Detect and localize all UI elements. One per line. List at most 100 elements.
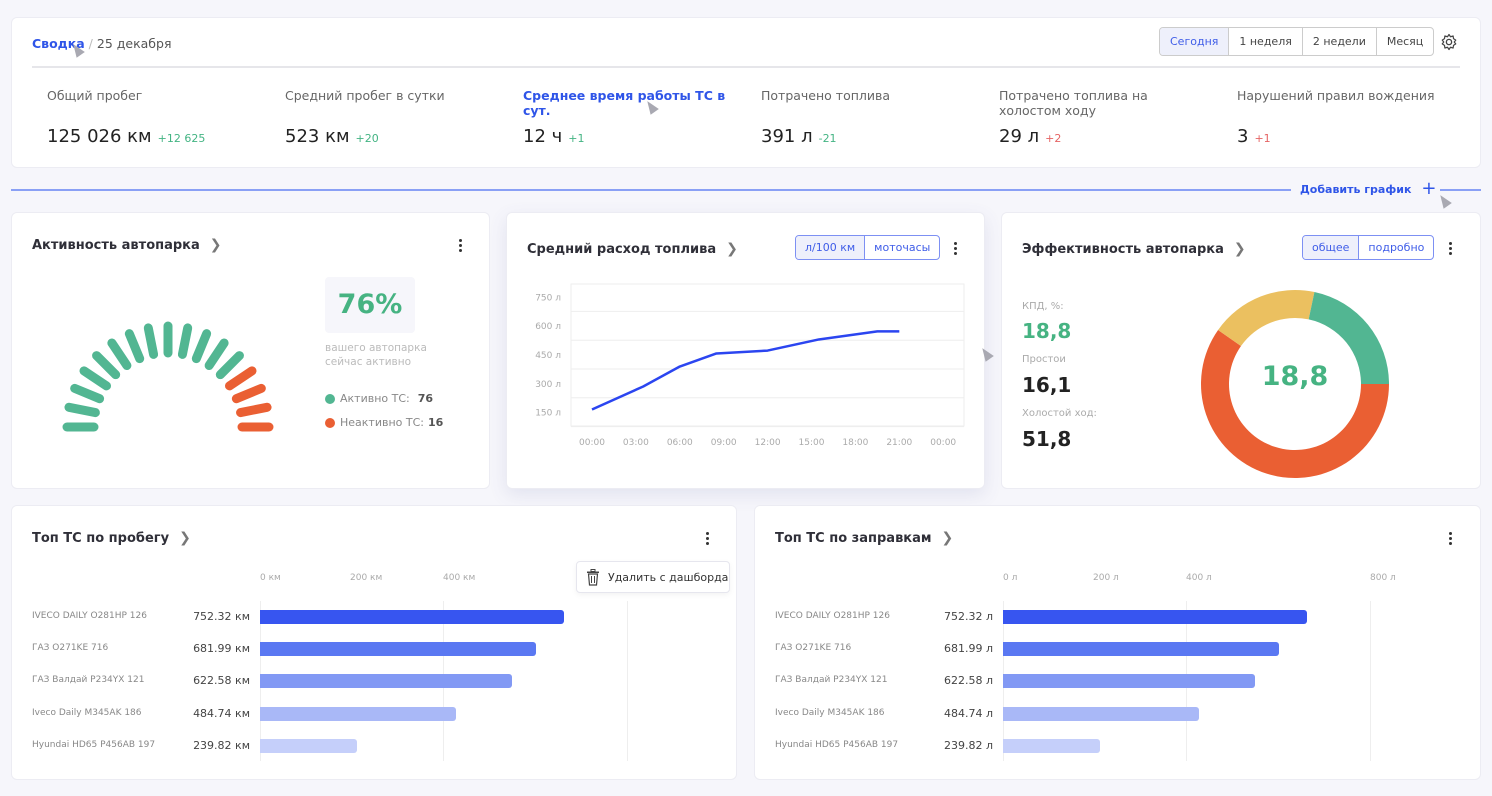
efficiency-donut — [1201, 290, 1389, 479]
y-tick-label: 450 л — [535, 351, 561, 361]
legend-label: Неактивно ТС: — [340, 416, 424, 429]
period-month[interactable]: Месяц — [1386, 35, 1424, 48]
vehicle-label: Hyundai HD65 P456AB 197 — [32, 740, 156, 750]
gauge-segment — [79, 366, 111, 391]
gauge-segment — [225, 366, 257, 391]
card-title[interactable]: Эффективность автопарка ❯ — [1022, 241, 1246, 257]
kpi-delta: -21 — [818, 132, 837, 145]
gauge-segment — [124, 329, 145, 364]
card-title[interactable]: Топ ТС по пробегу ❯ — [32, 530, 191, 546]
x-tick-label: 09:00 — [711, 438, 737, 448]
add-chart-label: Добавить график — [1300, 182, 1412, 196]
toggle-l-per-100km[interactable]: л/100 км — [796, 236, 866, 259]
card-title[interactable]: Топ ТС по заправкам ❯ — [775, 530, 953, 546]
bar-value-label: 239.82 л — [943, 739, 993, 752]
vehicle-label: Iveco Daily M345AK 186 — [775, 708, 885, 718]
bar[interactable] — [260, 642, 536, 656]
plus-icon: + — [1421, 178, 1437, 199]
gauge-segment — [70, 383, 105, 404]
breadcrumb-root[interactable]: Сводка — [32, 36, 85, 51]
more-menu-icon[interactable] — [453, 237, 467, 255]
gauge-segment — [92, 351, 121, 380]
fuel-series-line — [591, 330, 900, 411]
divider — [32, 66, 1460, 68]
top-refuel-card: Топ ТС по заправкам ❯ 0 л 200 л 400 л 800 л I… — [754, 505, 1481, 780]
gridline — [1370, 601, 1371, 761]
toggle-engine-hours[interactable]: моточасы — [874, 241, 931, 254]
bar[interactable] — [260, 739, 357, 753]
bar[interactable] — [1003, 707, 1199, 721]
kpi-value: 391 л — [761, 126, 813, 147]
bar[interactable] — [260, 707, 456, 721]
kpi-delta: +2 — [1045, 132, 1062, 145]
x-tick-label: 00:00 — [579, 438, 605, 448]
vehicle-label: ГАЗ Валдай P234YX 121 — [775, 675, 888, 685]
add-chart-button[interactable]: Добавить график + — [1300, 178, 1437, 199]
vehicle-label: IVECO DAILY O281HP 126 — [32, 611, 147, 621]
gauge-segment — [236, 402, 272, 418]
remove-from-dashboard-menu-item[interactable]: Удалить с дашборда — [576, 561, 730, 593]
gear-icon[interactable] — [1440, 33, 1458, 51]
kpi-delta: +12 625 — [157, 132, 206, 145]
gauge-segment — [107, 338, 132, 370]
bar[interactable] — [1003, 674, 1255, 688]
trash-icon — [587, 568, 599, 586]
bar[interactable] — [1003, 610, 1307, 624]
chevron-right-icon: ❯ — [941, 530, 954, 546]
kpi-label: Средний пробег в сутки — [285, 88, 445, 103]
bar-value-label: 239.82 км — [193, 739, 250, 752]
bar-value-label: 484.74 км — [193, 707, 250, 720]
x-tick-label: 06:00 — [667, 438, 693, 448]
fuel-consumption-card: Средний расход топлива ❯ л/100 км моточасы… — [506, 212, 985, 489]
kpd-value: 18,8 — [1022, 319, 1072, 343]
bar-value-label: 622.58 л — [943, 674, 993, 687]
more-menu-icon[interactable] — [1443, 240, 1457, 258]
card-title-text: Топ ТС по заправкам — [775, 531, 932, 546]
period-1-week[interactable]: 1 неделя — [1229, 28, 1303, 55]
gridline — [627, 601, 628, 761]
add-chart-divider — [11, 189, 1291, 191]
idle-value: 16,1 — [1022, 373, 1072, 397]
bar-value-label: 681.99 км — [193, 642, 250, 655]
legend-label: Активно ТС: — [340, 392, 410, 405]
period-2-weeks[interactable]: 2 недели — [1303, 28, 1377, 55]
add-chart-divider-end — [1440, 189, 1481, 191]
chevron-right-icon: ❯ — [1233, 241, 1246, 257]
card-title[interactable]: Средний расход топлива ❯ — [527, 241, 738, 257]
kpi-label[interactable]: Среднее время работы ТС в сут. — [523, 88, 726, 118]
kpi-value-row: 29 л +2 — [999, 126, 1061, 147]
card-title-text: Средний расход топлива — [527, 242, 717, 257]
y-tick-label: 750 л — [535, 293, 561, 303]
gauge-segment — [143, 323, 159, 359]
bar[interactable] — [1003, 739, 1100, 753]
chevron-right-icon: ❯ — [209, 237, 222, 253]
more-menu-icon[interactable] — [948, 240, 962, 258]
kpi-delta: +20 — [355, 132, 379, 145]
bar-value-label: 622.58 км — [193, 674, 250, 687]
percent-caption: вашего автопарка сейчас активно — [325, 342, 427, 368]
gauge-segment — [191, 329, 212, 364]
legend-inactive: Неактивно ТС: 16 — [325, 416, 443, 429]
more-menu-icon[interactable] — [700, 530, 714, 548]
bar[interactable] — [1003, 642, 1279, 656]
kpd-label: КПД, %: — [1022, 301, 1064, 312]
y-tick-label: 150 л — [535, 409, 561, 419]
donut-slice — [1201, 329, 1389, 479]
x-tick-label: 200 км — [350, 573, 383, 583]
legend-value: 16 — [428, 416, 444, 429]
more-menu-icon[interactable] — [1443, 530, 1457, 548]
kpi-label: Потрачено топлива на холостом ходу — [999, 88, 1148, 118]
toggle-detailed[interactable]: подробно — [1368, 241, 1425, 254]
donut-center-value: 18,8 — [1261, 361, 1329, 392]
fleet-efficiency-card: Эффективность автопарка ❯ общее подробно К… — [1001, 212, 1481, 489]
bar[interactable] — [260, 674, 512, 688]
gauge-segment — [64, 402, 100, 418]
donut-slice — [1308, 292, 1389, 384]
idle-label: Простои — [1022, 354, 1066, 365]
bar[interactable] — [260, 610, 564, 624]
card-title[interactable]: Активность автопарка ❯ — [32, 237, 222, 253]
toggle-general[interactable]: общее — [1303, 236, 1360, 259]
period-today[interactable]: Сегодня — [1160, 28, 1230, 55]
top-mileage-card: Топ ТС по пробегу ❯ Удалить с дашборда 0 … — [11, 505, 737, 780]
menu-item-label: Удалить с дашборда — [608, 570, 729, 584]
